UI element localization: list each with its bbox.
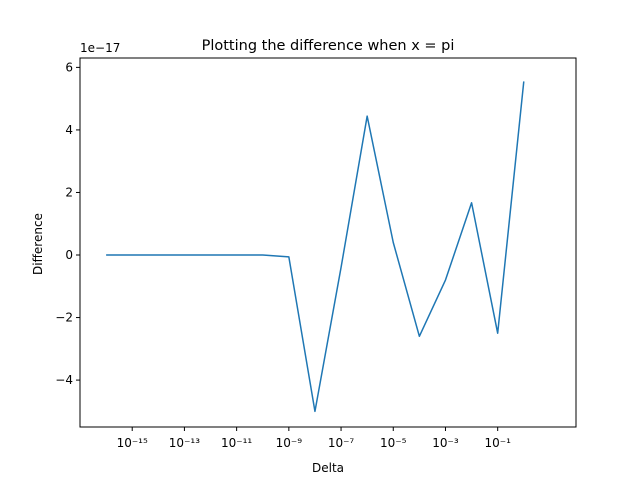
- chart-title: Plotting the difference when x = pi: [202, 38, 455, 54]
- y-axis-label: Difference: [31, 213, 45, 275]
- y-tick-label: 6: [65, 60, 73, 74]
- x-tick-label: 10⁻¹: [484, 436, 511, 450]
- y-tick-label: 0: [65, 248, 73, 262]
- y-tick-label: 4: [65, 123, 73, 137]
- axes-frame: [79, 57, 577, 428]
- series-line: [106, 81, 525, 413]
- x-tick-label: 10⁻⁹: [276, 436, 303, 450]
- x-tick-label: 10⁻⁷: [328, 436, 355, 450]
- y-tick-label: −2: [55, 311, 73, 325]
- y-offset-label: 1e−17: [80, 41, 120, 55]
- y-axis-ticks: −4 −2 0 2 4 6: [55, 60, 80, 387]
- x-tick-label: 10⁻¹⁵: [117, 436, 148, 450]
- x-axis-label: Delta: [312, 461, 344, 475]
- x-tick-label: 10⁻¹³: [169, 436, 200, 450]
- x-tick-label: 10⁻¹¹: [221, 436, 252, 450]
- plot-area: [106, 81, 525, 413]
- x-tick-label: 10⁻⁵: [380, 436, 407, 450]
- y-tick-label: −4: [55, 373, 73, 387]
- x-axis-ticks: 10⁻¹⁵ 10⁻¹³ 10⁻¹¹ 10⁻⁹ 10⁻⁷ 10⁻⁵ 10⁻³ 10⁻¹: [117, 427, 511, 450]
- x-tick-label: 10⁻³: [432, 436, 459, 450]
- y-tick-label: 2: [65, 185, 73, 199]
